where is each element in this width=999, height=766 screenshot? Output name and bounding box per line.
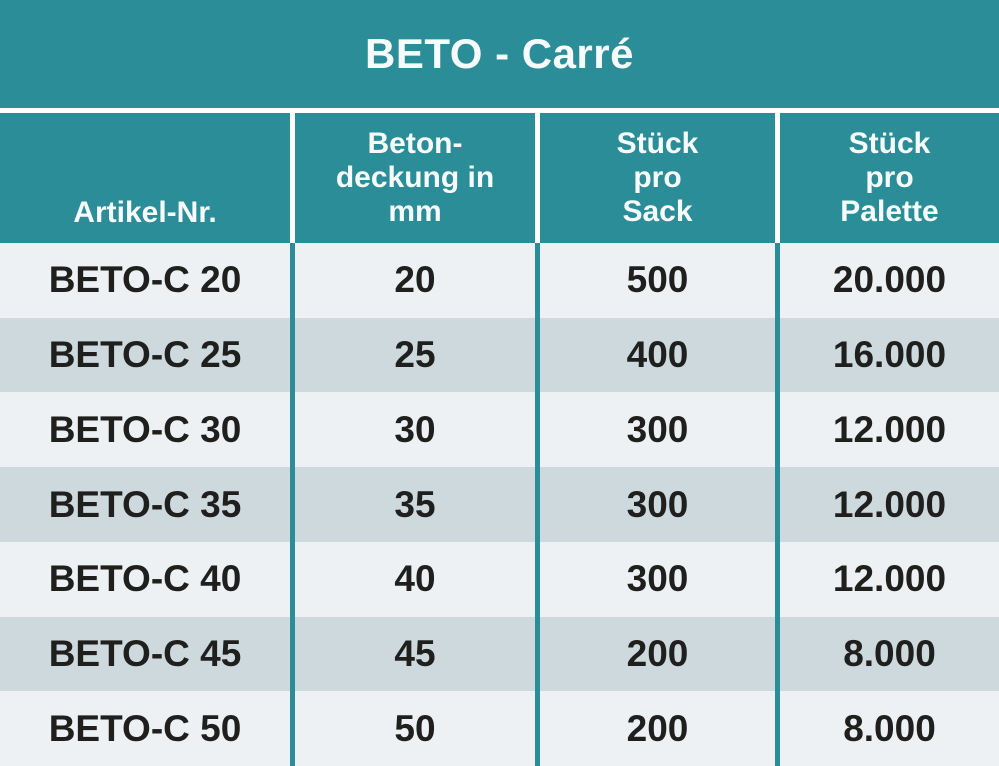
table-row: BETO-C 20 20 500 20.000 [0, 243, 999, 318]
cell-artikel-nr: BETO-C 30 [0, 392, 290, 468]
cell-stueck-pro-sack: 500 [535, 243, 775, 318]
cell-stueck-pro-sack: 200 [535, 616, 775, 692]
table-row: BETO-C 35 35 300 12.000 [0, 467, 999, 542]
title-divider [0, 108, 999, 113]
cell-artikel-nr: BETO-C 50 [0, 691, 290, 766]
title-bar: BETO - Carré [0, 0, 999, 108]
cell-betondeckung: 45 [290, 616, 535, 692]
cell-artikel-nr: BETO-C 35 [0, 467, 290, 542]
cell-stueck-pro-sack: 400 [535, 317, 775, 393]
cell-stueck-pro-palette: 12.000 [775, 541, 999, 617]
cell-artikel-nr: BETO-C 20 [0, 243, 290, 318]
cell-stueck-pro-palette: 12.000 [775, 392, 999, 468]
page-title: BETO - Carré [365, 30, 634, 77]
table-row: BETO-C 45 45 200 8.000 [0, 616, 999, 692]
cell-stueck-pro-sack: 300 [535, 467, 775, 542]
column-header-betondeckung: Beton- deckung in mm [290, 113, 535, 243]
table-row: BETO-C 40 40 300 12.000 [0, 541, 999, 617]
cell-artikel-nr: BETO-C 40 [0, 541, 290, 617]
cell-betondeckung: 25 [290, 317, 535, 393]
column-header-stueck-pro-palette: Stück pro Palette [775, 113, 999, 243]
cell-stueck-pro-palette: 8.000 [775, 616, 999, 692]
cell-stueck-pro-sack: 300 [535, 392, 775, 468]
column-header-stueck-pro-sack: Stück pro Sack [535, 113, 775, 243]
cell-stueck-pro-palette: 16.000 [775, 317, 999, 393]
table-body: BETO-C 20 20 500 20.000 BETO-C 25 25 400… [0, 243, 999, 766]
cell-stueck-pro-sack: 300 [535, 541, 775, 617]
cell-stueck-pro-palette: 8.000 [775, 691, 999, 766]
table-row: BETO-C 50 50 200 8.000 [0, 691, 999, 766]
cell-betondeckung: 20 [290, 243, 535, 318]
cell-betondeckung: 35 [290, 467, 535, 542]
cell-betondeckung: 30 [290, 392, 535, 468]
column-header-artikel-nr: Artikel-Nr. [0, 113, 290, 243]
table-row: BETO-C 30 30 300 12.000 [0, 392, 999, 468]
cell-betondeckung: 40 [290, 541, 535, 617]
cell-stueck-pro-sack: 200 [535, 691, 775, 766]
cell-betondeckung: 50 [290, 691, 535, 766]
cell-artikel-nr: BETO-C 45 [0, 616, 290, 692]
cell-stueck-pro-palette: 12.000 [775, 467, 999, 542]
cell-stueck-pro-palette: 20.000 [775, 243, 999, 318]
table-header-row: Artikel-Nr. Beton- deckung in mm Stück p… [0, 113, 999, 243]
cell-artikel-nr: BETO-C 25 [0, 317, 290, 393]
table-row: BETO-C 25 25 400 16.000 [0, 317, 999, 393]
